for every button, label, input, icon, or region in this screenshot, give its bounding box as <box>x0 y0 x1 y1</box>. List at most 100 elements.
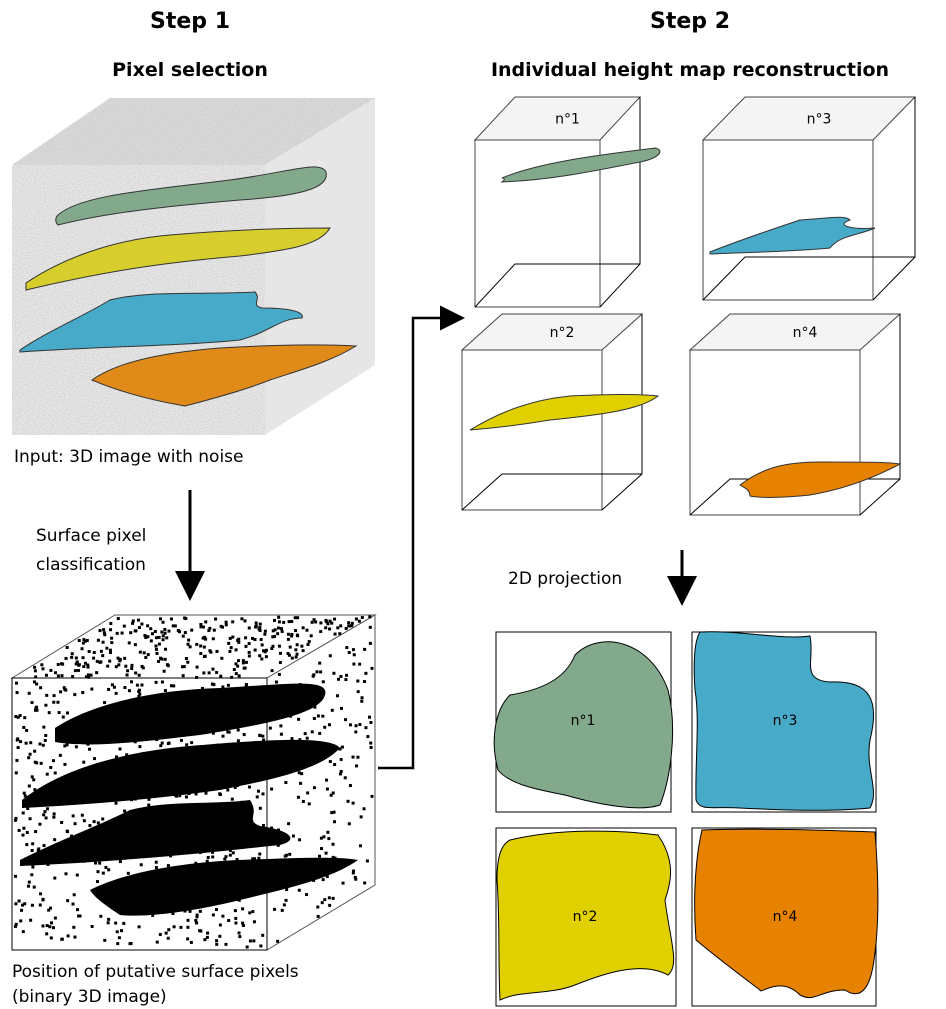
pixel <box>258 806 262 810</box>
black-surfaces <box>20 683 358 916</box>
pixel <box>297 771 301 775</box>
pixel <box>65 646 69 650</box>
pixel <box>27 756 31 760</box>
pixel <box>118 860 122 864</box>
pixel <box>211 850 215 854</box>
pixel <box>52 815 56 819</box>
pixel <box>215 670 219 674</box>
pixel <box>363 680 367 684</box>
pixel <box>305 628 309 632</box>
pixel <box>128 942 132 946</box>
pixel <box>86 673 90 677</box>
pixel <box>327 837 331 841</box>
pixel <box>318 731 322 735</box>
pixel <box>159 744 163 748</box>
pixel <box>345 646 349 650</box>
pixel <box>263 632 267 636</box>
pixel <box>241 661 245 665</box>
pixel <box>247 785 251 789</box>
pixel <box>194 792 198 796</box>
pixel <box>278 651 282 655</box>
pixel <box>126 871 130 875</box>
pixel <box>283 854 287 858</box>
pixel <box>330 811 334 815</box>
pixel <box>30 849 34 853</box>
pixel <box>87 650 91 654</box>
pixel <box>318 661 322 665</box>
pixel <box>92 820 96 824</box>
pixel <box>102 628 106 632</box>
pixel <box>87 675 91 679</box>
pixel <box>368 625 372 629</box>
pixel <box>16 737 20 741</box>
pixel <box>205 935 209 939</box>
pixel <box>198 909 202 913</box>
pixel <box>258 733 262 737</box>
pixel <box>41 667 45 671</box>
pixel <box>169 617 173 621</box>
pixel <box>96 638 100 642</box>
pixel <box>231 620 235 624</box>
pixel <box>52 700 56 704</box>
pixel <box>28 817 32 821</box>
pixel <box>156 659 160 663</box>
pixel <box>39 761 43 765</box>
pixel <box>49 765 53 769</box>
pixel <box>354 730 358 734</box>
pixel <box>90 687 94 691</box>
pixel <box>261 792 265 796</box>
pixel <box>27 784 31 788</box>
pixel <box>231 851 235 855</box>
pixel <box>237 931 241 935</box>
pixel <box>104 865 108 869</box>
pixel <box>184 657 188 661</box>
pixel <box>227 641 231 645</box>
pixel <box>331 896 335 900</box>
pixel <box>195 665 199 669</box>
pixel <box>110 641 114 645</box>
pixel <box>32 680 36 684</box>
pixel <box>116 942 120 946</box>
pixel <box>181 634 185 638</box>
pixel <box>133 643 137 647</box>
pixel <box>325 787 329 791</box>
pixel <box>329 793 333 797</box>
pixel <box>314 620 318 624</box>
pixel <box>172 684 176 688</box>
pixel <box>286 637 290 641</box>
pixel <box>248 939 252 943</box>
pixel <box>203 635 207 639</box>
pixel <box>299 781 303 785</box>
pixel <box>146 653 150 657</box>
pixel <box>296 795 300 799</box>
pixel <box>330 708 334 712</box>
pixel <box>65 829 69 833</box>
pixel <box>165 636 169 640</box>
pixel <box>126 669 130 673</box>
pixel <box>116 656 120 660</box>
pixel <box>316 905 320 909</box>
pixel <box>107 917 111 921</box>
box-label: n°4 <box>793 325 818 341</box>
pixel <box>144 636 148 640</box>
pixel <box>247 642 251 646</box>
pixel <box>56 662 60 666</box>
pixel <box>99 914 103 918</box>
pixel <box>282 620 286 624</box>
pixel <box>66 934 70 938</box>
pixel <box>163 657 167 661</box>
pixel <box>211 667 215 671</box>
pixel <box>76 908 80 912</box>
box-label: n°3 <box>807 112 832 128</box>
pixel <box>333 632 337 636</box>
pixel <box>161 620 165 624</box>
pixel <box>325 778 329 782</box>
pixel <box>288 852 292 856</box>
pixel <box>179 738 183 742</box>
pixel <box>351 755 355 759</box>
pixel <box>76 668 80 672</box>
pixel <box>276 626 280 630</box>
pixel <box>332 810 336 814</box>
pixel <box>326 830 330 834</box>
pixel <box>167 928 171 932</box>
